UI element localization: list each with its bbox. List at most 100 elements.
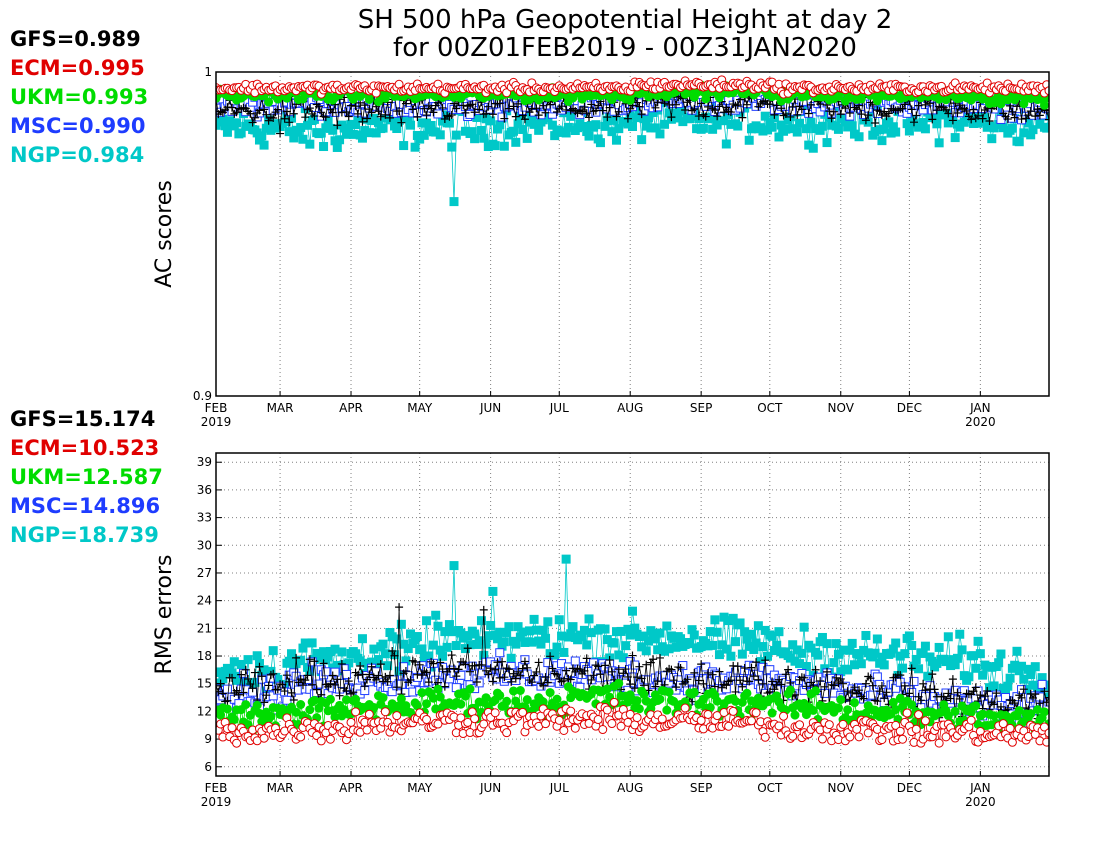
- data-point-ngp: [955, 122, 965, 132]
- data-point-ngp: [888, 122, 898, 132]
- data-point-ngp: [392, 634, 402, 644]
- data-point-gfs: [873, 697, 882, 706]
- data-point-ngp: [856, 659, 866, 669]
- data-point-msc: [497, 112, 507, 122]
- data-point-ngp: [364, 128, 374, 138]
- data-point-gfs: [438, 103, 447, 112]
- data-point-ngp: [499, 141, 509, 151]
- data-point-msc: [705, 676, 715, 686]
- data-point-ngp: [387, 632, 397, 642]
- data-point-ngp: [994, 120, 1004, 130]
- data-point-gfs: [1045, 693, 1049, 702]
- y-tick-label: 21: [197, 621, 212, 635]
- x-year-label: 2020: [965, 415, 996, 429]
- data-point-gfs: [282, 671, 291, 680]
- data-point-ngp: [669, 633, 679, 643]
- data-point-ngp: [451, 130, 461, 140]
- data-point-gfs: [360, 682, 369, 691]
- data-point-ngp: [671, 642, 681, 652]
- data-point-msc: [341, 669, 351, 679]
- data-point-ngp: [987, 662, 997, 672]
- data-point-msc: [444, 674, 454, 684]
- data-point-gfs: [534, 111, 543, 120]
- data-point-ngp: [287, 113, 297, 123]
- data-point-ngp: [625, 111, 635, 121]
- data-point-ngp: [843, 122, 853, 132]
- data-point-ngp: [767, 122, 777, 132]
- data-point-gfs: [358, 670, 367, 679]
- data-point-ngp: [625, 630, 635, 640]
- data-point-ngp: [930, 110, 940, 120]
- data-point-ngp: [763, 125, 773, 135]
- data-point-ngp: [339, 123, 349, 133]
- plot-frame: [215, 452, 1050, 777]
- data-point-gfs: [704, 102, 713, 111]
- data-point-ngp: [758, 126, 768, 136]
- data-point-gfs: [1003, 115, 1012, 124]
- data-point-gfs: [587, 675, 596, 684]
- data-point-ngp: [927, 656, 937, 666]
- data-point-ngp: [396, 619, 406, 629]
- data-point-ngp: [410, 142, 420, 152]
- data-point-ngp: [648, 628, 658, 638]
- data-point-ngp: [332, 660, 342, 670]
- data-point-ngp: [609, 638, 619, 648]
- data-point-gfs: [768, 677, 777, 686]
- data-point-ngp: [218, 114, 228, 124]
- data-point-gfs: [823, 667, 832, 676]
- data-point-gfs: [882, 688, 891, 697]
- data-point-gfs: [401, 667, 410, 676]
- data-point-gfs: [946, 694, 955, 703]
- data-point-gfs: [303, 671, 312, 680]
- data-point-gfs: [495, 99, 504, 108]
- data-point-ukm: [422, 699, 432, 709]
- data-point-gfs: [534, 658, 543, 667]
- data-point-ngp: [268, 646, 278, 656]
- data-point-gfs: [260, 105, 269, 114]
- x-tick-label: SEP: [690, 781, 712, 795]
- data-point-gfs: [704, 668, 713, 677]
- data-point-ngp: [660, 646, 670, 656]
- y-tick-label: 24: [197, 594, 212, 608]
- data-point-ecm: [920, 716, 930, 726]
- data-point-ngp: [531, 625, 541, 635]
- data-point-ngp: [586, 628, 596, 638]
- data-point-ngp: [838, 110, 848, 120]
- data-point-ukm: [790, 710, 800, 720]
- data-point-gfs: [424, 678, 433, 687]
- data-point-ngp: [522, 133, 532, 143]
- data-point-ngp: [536, 639, 546, 649]
- data-point-ngp: [870, 126, 880, 136]
- data-point-ngp: [973, 636, 983, 646]
- data-point-ngp: [753, 621, 763, 631]
- data-point-ukm: [689, 687, 699, 697]
- data-point-ngp: [483, 142, 493, 152]
- data-point-ngp: [543, 617, 553, 627]
- data-point-ngp: [415, 134, 425, 144]
- data-point-gfs: [976, 691, 985, 700]
- data-point-ngp: [904, 631, 914, 641]
- data-point-gfs: [305, 104, 314, 113]
- data-point-ngp: [232, 118, 242, 128]
- data-point-ngp: [534, 125, 544, 135]
- data-point-gfs: [509, 669, 518, 678]
- data-point-ecm: [364, 709, 374, 719]
- data-point-gfs: [591, 106, 600, 115]
- data-point-gfs: [228, 103, 237, 112]
- data-point-gfs: [996, 702, 1005, 711]
- data-point-ukm: [641, 696, 651, 706]
- data-point-gfs: [740, 664, 749, 672]
- data-point-ngp: [373, 117, 383, 127]
- data-point-ngp: [708, 640, 718, 650]
- data-point-ngp: [767, 631, 777, 641]
- data-point-ngp: [758, 642, 768, 652]
- data-point-ukm: [291, 707, 301, 717]
- data-point-ngp: [273, 674, 283, 684]
- data-point-ngp: [442, 642, 452, 652]
- data-point-ngp: [451, 641, 461, 651]
- x-year-label: 2019: [201, 795, 232, 809]
- data-point-ngp: [259, 140, 269, 150]
- data-point-ngp: [513, 622, 523, 632]
- data-point-ngp: [406, 629, 416, 639]
- data-point-ngp: [639, 631, 649, 641]
